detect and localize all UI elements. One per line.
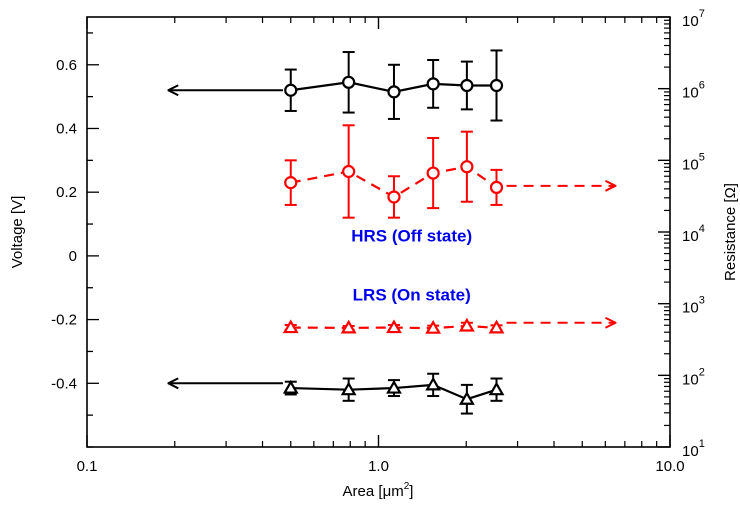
data-point [426,77,440,91]
x-tick-label: 0.1 [77,458,98,475]
y-right-tick-label: 106 [682,80,705,102]
y-left-tick-label: 0.2 [56,184,77,201]
annotation-label: LRS (On state) [353,285,471,304]
data-point [342,75,356,89]
x-axis-title: Area [μm2] [343,481,414,500]
data-point [458,317,475,332]
annotation-layer: HRS (Off state) LRS (On state) [351,227,472,305]
series-line [290,324,497,330]
data-point [425,376,442,391]
data-point [460,78,474,93]
y-left-axis: 0.6 0.4 0.2 0 -0.2 -0.4 [51,32,99,448]
series-layer [282,49,505,415]
data-point [340,381,357,396]
data-point [284,176,298,190]
x-axis: 0.1 1.0 10.0 [77,17,685,475]
series-3 [282,317,505,334]
data-point [489,78,504,93]
arrow-layer [168,90,615,383]
y-left-tick-label: 0.4 [56,120,77,137]
data-point [386,379,402,394]
data-point [488,381,505,396]
y-right-tick-label: 101 [682,438,705,460]
data-point [282,319,299,334]
y-right-tick-label: 107 [682,8,705,30]
x-tick-label: 10.0 [655,458,684,475]
annotation-label: HRS (Off state) [351,227,472,246]
data-point [426,166,440,180]
y-right-tick-label: 105 [682,151,705,173]
data-point [489,180,504,195]
x-tick-label: 1.0 [368,458,389,475]
y-left-tick-label: 0 [69,248,77,265]
data-point [488,319,505,334]
data-point [386,319,402,334]
y-axis-right-title: Resistance [Ω] [722,183,739,281]
y-right-tick-label: 102 [682,366,705,388]
data-point [284,83,298,97]
data-point [282,379,299,394]
y-right-tick-label: 104 [682,223,705,245]
y-right-axis: 101 102 103 104 105 106 107 [658,8,705,460]
series-2 [284,124,504,219]
y-left-tick-label: 0.6 [56,57,77,74]
data-point [387,190,401,204]
data-point [458,391,475,405]
data-point [425,319,442,334]
series-1 [284,49,504,122]
series-line [290,383,497,401]
data-point [460,160,474,174]
y-left-tick-label: -0.2 [51,312,77,329]
data-point [340,319,357,334]
data-point [387,85,401,99]
series-4 [282,372,505,415]
y-left-tick-label: -0.4 [51,375,77,392]
y-axis-left-title: Voltage [V] [9,196,26,269]
data-point [342,164,356,179]
y-right-tick-label: 103 [682,295,705,317]
